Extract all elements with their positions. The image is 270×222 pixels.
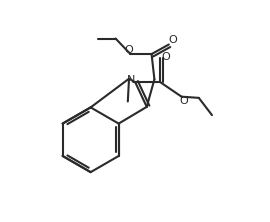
Text: O: O: [179, 96, 188, 106]
Text: O: O: [125, 45, 134, 55]
Text: O: O: [161, 52, 170, 62]
Text: O: O: [169, 35, 177, 45]
Text: N: N: [127, 75, 135, 85]
